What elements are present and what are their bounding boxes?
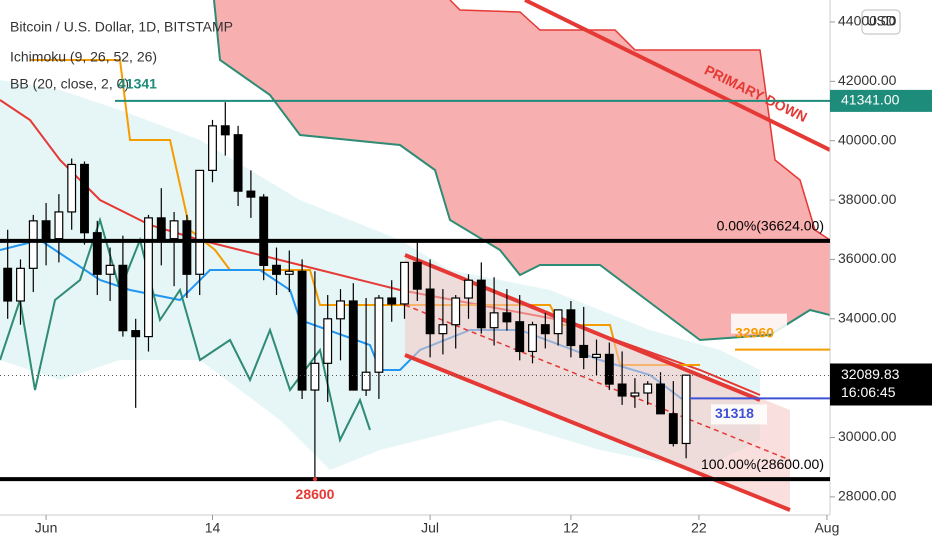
x-tick-label: 12 (563, 520, 579, 536)
candle-body (144, 217, 153, 338)
marker-label: 31318 (715, 405, 754, 421)
candle-body (566, 309, 576, 347)
candle-body (451, 297, 461, 326)
price-tag-label: 41341.00 (841, 92, 900, 108)
ichimoku-cloud (214, 0, 830, 340)
candle-body (28, 220, 38, 269)
candle-body (323, 318, 333, 364)
candle-body (118, 264, 128, 332)
cloud-upper (449, 0, 830, 241)
candle-body (361, 371, 371, 391)
channel-mid (404, 304, 791, 461)
kijun-line (30, 59, 700, 366)
currency: USD (866, 13, 896, 29)
candle-body (617, 383, 627, 397)
candle-body (220, 125, 230, 136)
candle-body (105, 264, 115, 275)
candle-body (592, 353, 601, 358)
candle-body (400, 261, 409, 305)
candle-body (195, 169, 205, 275)
marker-point (313, 477, 317, 482)
candle-body (425, 288, 435, 335)
candle-body (169, 220, 179, 240)
candle-body (233, 134, 243, 192)
x-tick-label: 14 (205, 520, 221, 536)
indicator-label: Ichimoku (9, 26, 52, 26) (10, 49, 157, 65)
price-tag (830, 89, 932, 112)
x-tick-label: 22 (691, 520, 707, 536)
candle-body (67, 163, 77, 213)
marker-bg (711, 404, 767, 425)
candle-body (579, 344, 589, 358)
candle-body (656, 383, 665, 415)
candle-body (297, 270, 307, 391)
candle-body (643, 383, 653, 394)
y-tick-label: 40000.00 (838, 131, 897, 147)
candle-body (387, 297, 397, 305)
level-label: 0.00%(36624.00) (717, 218, 824, 234)
candle-body (92, 232, 102, 275)
last-price-tag (830, 363, 932, 406)
overlays: PRIMARY DOWN (0, 0, 830, 512)
x-tick-label: Jul (421, 520, 439, 536)
candle-body (464, 279, 473, 299)
indicator-label: BB (20, close, 2, 0) (10, 76, 129, 92)
candle-body (412, 261, 422, 290)
candle-body (259, 196, 269, 266)
candle-body (182, 220, 192, 275)
y-tick-label: 38000.00 (838, 191, 897, 207)
cloud-lower (213, 0, 830, 342)
y-tick-label: 28000.00 (838, 488, 897, 504)
candle-body (41, 220, 51, 240)
candle-body (528, 324, 537, 353)
candle-body (681, 374, 691, 445)
candle-body (310, 362, 320, 391)
candle-body (476, 279, 486, 329)
candle-body (156, 217, 166, 240)
candle-body (348, 300, 358, 391)
candle-body (16, 267, 25, 302)
channel-lower (404, 353, 791, 512)
currency-box (861, 9, 901, 35)
candle-body (438, 324, 448, 335)
lagging-line (0, 216, 371, 443)
candle-body (336, 300, 345, 320)
y-tick-label: 36000.00 (838, 250, 897, 266)
candle-body (489, 312, 499, 329)
y-tick-label: 42000.00 (838, 72, 897, 88)
marker-label: 28600 (296, 486, 335, 502)
countdown-label: 16:06:45 (841, 384, 896, 400)
candle-body (502, 312, 512, 323)
last-price-label: 32089.83 (841, 366, 900, 382)
candle-body (668, 413, 678, 445)
candle-body (272, 264, 281, 275)
chart-title: Bitcoin / U.S. Dollar, 1D, BITSTAMP (10, 19, 233, 35)
candle-body (131, 330, 141, 338)
candle-body (80, 163, 89, 234)
plot (3, 102, 691, 480)
candle-body (604, 353, 614, 385)
candle-body (515, 321, 525, 353)
y-tick-label: 34000.00 (838, 309, 897, 325)
candle-body (208, 125, 217, 171)
candle-body (540, 324, 550, 335)
candle-body (630, 392, 640, 397)
marker-label: 32960 (735, 324, 774, 340)
y-tick-label: 44000.00 (838, 13, 897, 29)
x-tick-label: Jun (35, 520, 58, 536)
candle-body (54, 211, 64, 240)
level-label: 41341 (118, 76, 157, 92)
x-tick-label: Aug (814, 520, 839, 536)
candle-body (3, 267, 13, 302)
candle-body (553, 309, 563, 335)
primary-trend (524, 0, 830, 152)
candle-body (284, 270, 294, 275)
candle-body (246, 190, 256, 198)
marker-bg (731, 313, 787, 334)
level-label: 100.00%(28600.00) (701, 456, 824, 472)
candle-body (374, 297, 384, 373)
y-tick-label: 30000.00 (838, 428, 897, 444)
